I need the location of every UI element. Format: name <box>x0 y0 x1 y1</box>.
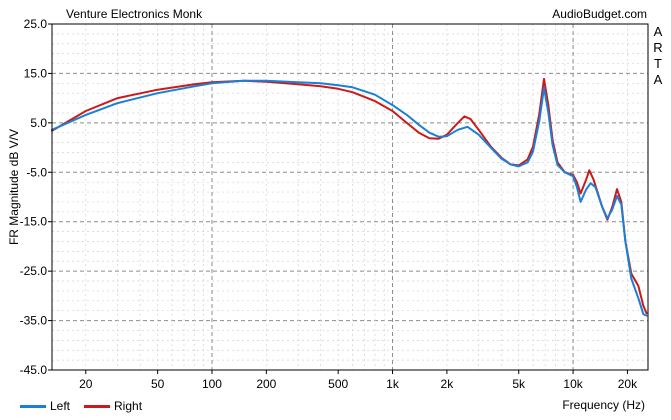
y-tick-label: -15.0 <box>20 215 48 229</box>
y-tick-label: 15.0 <box>24 66 48 80</box>
y-tick-label: 5.0 <box>30 116 47 130</box>
plot-frame <box>51 23 649 371</box>
series-line-left <box>51 79 648 317</box>
chart-title: Venture Electronics Monk <box>66 7 203 21</box>
x-tick-label: 5k <box>512 377 526 391</box>
x-tick-label: 1k <box>386 377 400 391</box>
legend-item-right: Right <box>84 399 142 413</box>
legend-swatch-left <box>20 404 46 408</box>
x-tick-label: 50 <box>151 377 165 391</box>
plot-area <box>52 24 648 370</box>
y-tick-label: -45.0 <box>20 363 48 377</box>
legend-label-right: Right <box>114 399 143 413</box>
x-axis-label: Frequency (Hz) <box>562 398 645 412</box>
y-axis-label: FR Magnitude dB V/V <box>7 129 21 245</box>
arta-letter: T <box>654 56 662 71</box>
legend-label-left: Left <box>50 399 71 413</box>
x-tick-label: 200 <box>256 377 276 391</box>
x-tick-label: 500 <box>328 377 348 391</box>
arta-watermark: A R T A <box>652 24 664 88</box>
arta-letter: A <box>653 24 663 39</box>
y-tick-label: -25.0 <box>20 264 48 278</box>
x-tick-label: 20 <box>79 377 93 391</box>
y-tick-label: 25.0 <box>24 17 48 31</box>
arta-letter: R <box>653 40 663 55</box>
x-tick-label: 10k <box>563 377 583 391</box>
y-tick-label: -5.0 <box>26 165 47 179</box>
arta-letter: A <box>653 72 663 87</box>
x-tick-label: 20k <box>618 377 638 391</box>
x-tick-label: 2k <box>441 377 455 391</box>
chart-legend: Left Right <box>20 396 156 416</box>
x-tick-label: 100 <box>202 377 222 391</box>
legend-swatch-right <box>84 404 111 408</box>
series-layer <box>51 77 648 317</box>
tick-layer: 25.0 15.0 5.0 -5.0 -15.0 -25.0 -35.0 -45.0 20 50 1… <box>20 17 638 391</box>
y-tick-label: -35.0 <box>20 314 48 328</box>
legend-item-left: Left <box>20 399 70 413</box>
brand-label: AudioBudget.com <box>552 7 647 21</box>
